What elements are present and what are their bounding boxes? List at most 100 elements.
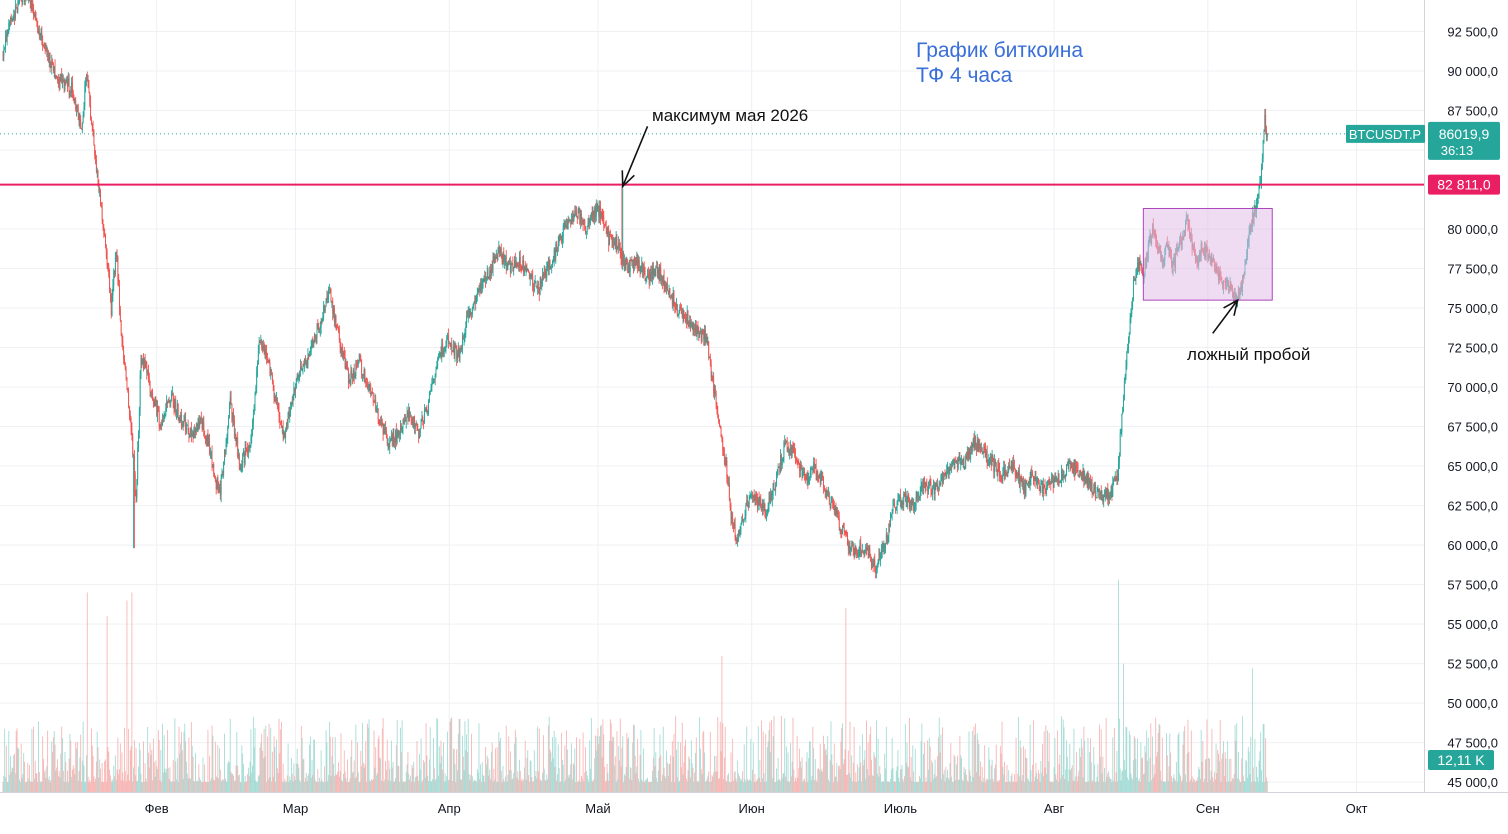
candle-body — [540, 283, 541, 295]
candle — [564, 221, 565, 230]
candle-body — [383, 425, 384, 434]
candle — [57, 76, 58, 84]
candle — [38, 26, 39, 34]
candle — [531, 274, 532, 279]
candle — [373, 392, 374, 406]
candle-body — [797, 461, 798, 462]
candle — [898, 493, 899, 501]
candle-body — [103, 219, 104, 228]
candle-body — [765, 513, 766, 518]
candle — [815, 464, 816, 469]
candle-body — [566, 225, 567, 228]
candle — [786, 440, 787, 443]
candle-body — [242, 455, 243, 466]
candle — [568, 216, 569, 230]
candle-body — [474, 296, 475, 302]
candle — [209, 434, 210, 456]
candle-body — [807, 473, 808, 480]
candle — [558, 236, 559, 252]
candle-body — [228, 418, 229, 427]
candle-body — [337, 327, 338, 328]
candle — [88, 75, 89, 88]
candle — [527, 268, 528, 271]
candle — [415, 423, 416, 434]
candle-body — [877, 565, 878, 570]
candle — [812, 466, 813, 475]
candle — [591, 212, 592, 221]
candle-body — [183, 424, 184, 426]
candle-body — [778, 467, 779, 472]
candle-body — [147, 371, 148, 374]
candle-body — [883, 543, 884, 548]
candle — [613, 237, 614, 250]
candle-body — [895, 507, 896, 510]
candle — [169, 397, 170, 403]
candle — [796, 457, 797, 464]
candle-body — [116, 253, 117, 256]
candle — [948, 467, 949, 479]
candle — [901, 500, 902, 510]
candle-body — [806, 480, 807, 481]
candle — [374, 393, 375, 403]
candle — [618, 236, 619, 253]
candle-body — [657, 267, 658, 274]
candle-body — [434, 379, 435, 380]
candle-body — [202, 421, 203, 429]
candle — [760, 494, 761, 508]
candle-body — [676, 304, 677, 309]
candle — [501, 244, 502, 259]
candle — [24, 0, 25, 5]
candle — [199, 415, 200, 429]
candle-body — [246, 449, 247, 450]
candle-body — [479, 289, 480, 290]
candle — [96, 155, 97, 174]
candle — [408, 403, 409, 421]
candle — [412, 416, 413, 428]
candle — [925, 482, 926, 494]
candle — [150, 391, 151, 397]
candle-body — [128, 390, 129, 407]
candle — [842, 525, 843, 534]
candle — [485, 272, 486, 288]
candle-body — [524, 267, 525, 273]
candle-body — [188, 431, 189, 438]
candle-body — [785, 442, 786, 443]
candle — [305, 355, 306, 365]
candle — [552, 260, 553, 268]
candle-body — [286, 424, 287, 429]
candle — [350, 365, 351, 386]
candle-body — [822, 476, 823, 480]
candle-body — [304, 359, 305, 366]
candle — [157, 400, 158, 422]
candle — [555, 242, 556, 264]
candle — [113, 268, 114, 291]
candle — [902, 497, 903, 508]
candle-body — [68, 78, 69, 86]
candle-body — [609, 236, 610, 246]
candle-body — [322, 322, 323, 323]
candle-body — [659, 269, 660, 278]
candle — [520, 250, 521, 271]
candle-body — [560, 236, 561, 239]
candle — [458, 342, 459, 357]
candle-body — [413, 417, 414, 427]
candle-body — [323, 306, 324, 317]
candle-body — [521, 267, 522, 268]
candle — [212, 445, 213, 471]
candle-body — [218, 488, 219, 491]
candle — [145, 354, 146, 369]
candle — [866, 543, 867, 555]
candle — [417, 423, 418, 431]
candle — [493, 253, 494, 263]
candle-body — [412, 421, 413, 423]
candle — [654, 269, 655, 279]
candle — [763, 500, 764, 515]
candle — [720, 425, 721, 429]
candle — [117, 255, 118, 285]
candle — [429, 391, 430, 403]
candle — [635, 257, 636, 266]
candle-body — [547, 263, 548, 267]
candle — [483, 279, 484, 289]
candle-body — [90, 102, 91, 119]
candle — [260, 340, 261, 343]
